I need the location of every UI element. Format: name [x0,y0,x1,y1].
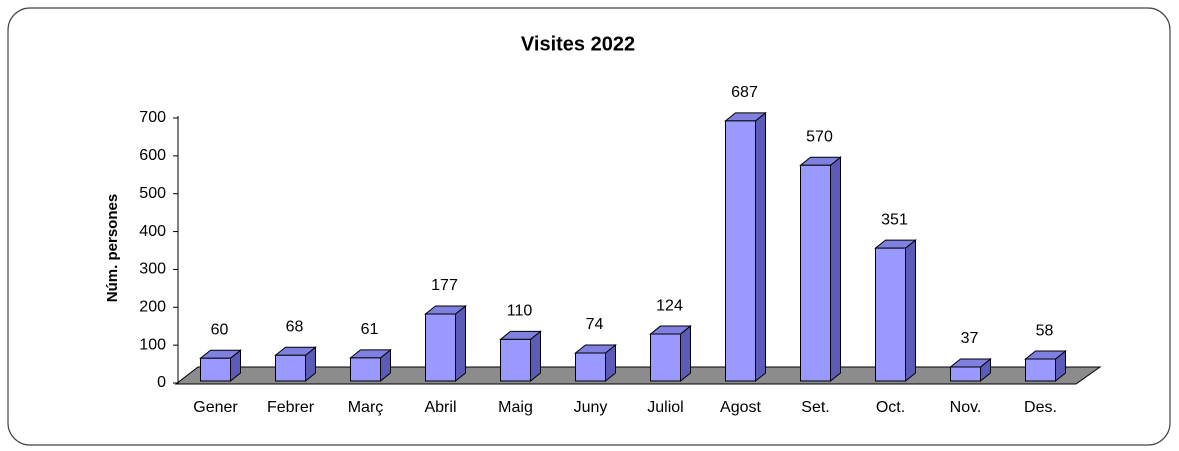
x-tick-label: Des. [1024,399,1057,416]
chart-title: Visites 2022 [521,33,635,55]
data-label: 110 [507,303,533,320]
y-tick-label: 100 [139,336,166,353]
x-tick-label: Gener [193,399,238,416]
data-label: 570 [806,128,833,145]
data-label: 74 [586,316,604,333]
y-tick-label: 0 [157,374,166,391]
bar [499,330,542,383]
data-label: 687 [731,84,758,101]
bar-front [575,352,606,382]
x-tick-label: Juliol [647,399,683,416]
bar [799,156,842,383]
y-tick-label: 600 [139,147,166,164]
bar [1024,350,1067,383]
x-tick-label: Maig [498,399,533,416]
bar [874,239,917,383]
data-label: 60 [211,322,229,339]
bar-side [905,239,916,383]
bar [274,346,317,383]
bar-front [950,366,981,382]
x-tick-label: Agost [720,399,761,416]
bar-front [650,333,681,382]
bar [574,343,617,383]
y-tick-label: 500 [139,185,166,202]
y-tick-label: 700 [139,109,166,126]
bar [199,349,242,383]
y-tick-label: 300 [139,261,166,278]
bar-side [455,304,466,383]
data-label: 124 [656,297,683,314]
bar [949,357,992,383]
floor [174,366,1102,385]
data-label: 68 [286,318,304,335]
bar-front [350,357,381,382]
x-tick-label: Febrer [267,399,315,416]
bar-front [200,357,231,382]
bar [649,325,692,383]
x-tick-label: Abril [424,399,456,416]
x-tick-label: Juny [574,399,608,416]
bar-side [530,330,541,383]
bar-front [1025,358,1056,382]
x-tick-label: Set. [801,399,829,416]
x-tick-label: Nov. [950,399,982,416]
data-label: 177 [431,277,458,294]
bar-side [680,325,691,383]
x-tick-label: Oct. [876,399,905,416]
y-tick-label: 200 [139,299,166,316]
x-tick-label: Març [348,399,384,416]
bar-front [275,354,306,382]
bar-side [830,156,841,383]
bar-front [875,247,906,382]
bar [349,348,392,383]
data-label: 351 [881,211,908,228]
bar-front [425,313,456,382]
bar-front [500,338,531,382]
bar [424,304,467,383]
data-label: 61 [361,321,379,338]
y-axis-label: Núm. persones [104,194,121,302]
bar [724,111,767,383]
y-tick-label: 400 [139,223,166,240]
bar-side [755,111,766,383]
bar-front [800,164,831,382]
data-label: 37 [961,330,979,347]
bar-front [725,120,756,382]
data-label: 58 [1036,322,1054,339]
